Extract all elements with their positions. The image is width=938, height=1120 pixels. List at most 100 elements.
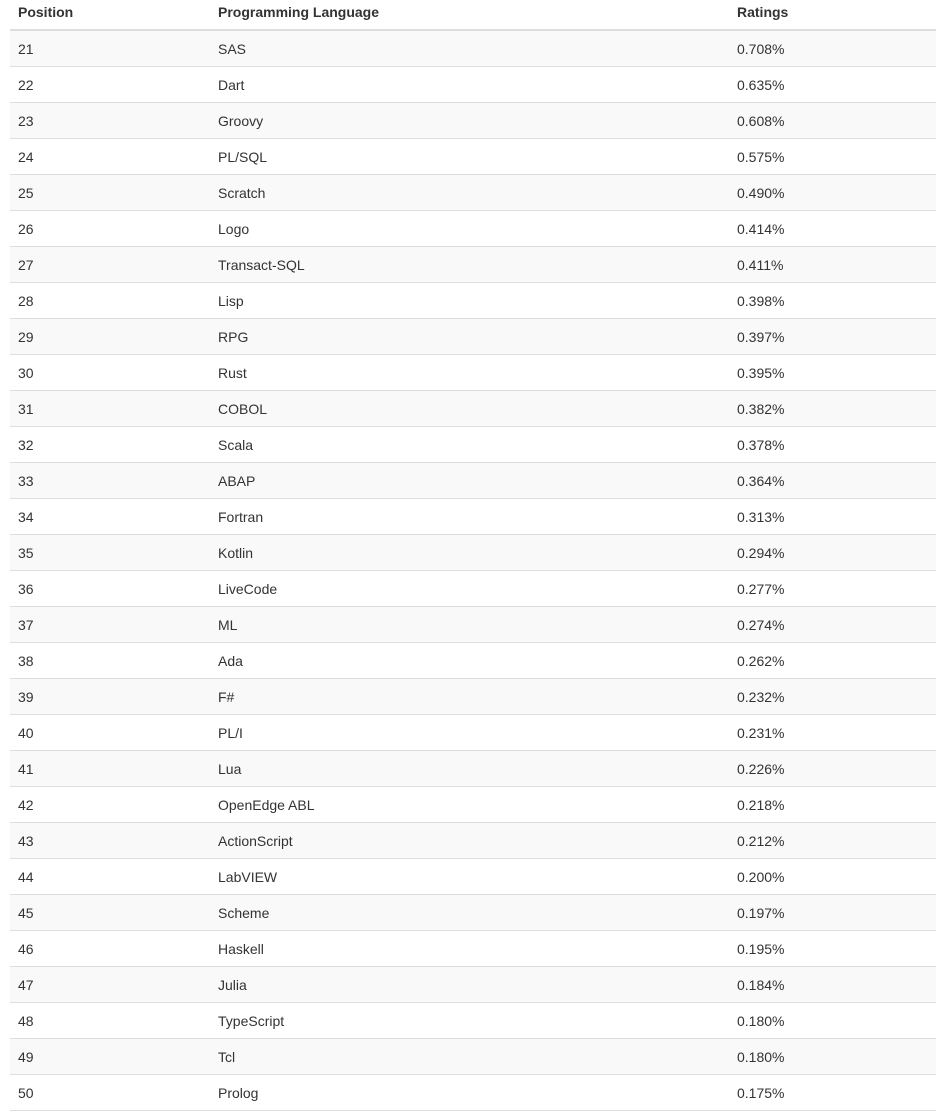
table-row: 36 LiveCode 0.277% xyxy=(10,570,936,607)
rating-cell: 0.232% xyxy=(729,678,936,715)
rating-cell: 0.414% xyxy=(729,210,936,247)
table-row: 46 Haskell 0.195% xyxy=(10,930,936,967)
language-cell: Rust xyxy=(210,354,729,391)
table-row: 41 Lua 0.226% xyxy=(10,750,936,787)
rating-cell: 0.231% xyxy=(729,714,936,751)
position-cell: 37 xyxy=(10,606,210,643)
rating-cell: 0.212% xyxy=(729,822,936,859)
position-cell: 40 xyxy=(10,714,210,751)
table-row: 44 LabVIEW 0.200% xyxy=(10,858,936,895)
position-cell: 35 xyxy=(10,534,210,571)
header-row: Position Programming Language Ratings xyxy=(10,0,936,31)
rating-cell: 0.184% xyxy=(729,966,936,1003)
language-cell: Lisp xyxy=(210,282,729,319)
table-row: 38 Ada 0.262% xyxy=(10,642,936,679)
table-row: 37 ML 0.274% xyxy=(10,606,936,643)
position-cell: 24 xyxy=(10,138,210,175)
table-row: 28 Lisp 0.398% xyxy=(10,282,936,319)
position-cell: 45 xyxy=(10,894,210,931)
table-row: 25 Scratch 0.490% xyxy=(10,174,936,211)
position-cell: 30 xyxy=(10,354,210,391)
language-cell: ActionScript xyxy=(210,822,729,859)
table-row: 26 Logo 0.414% xyxy=(10,210,936,247)
table-row: 50 Prolog 0.175% xyxy=(10,1074,936,1111)
table-row: 21 SAS 0.708% xyxy=(10,30,936,67)
table-row: 29 RPG 0.397% xyxy=(10,318,936,355)
ratings-table: Position Programming Language Ratings 21… xyxy=(10,0,936,1111)
rating-cell: 0.395% xyxy=(729,354,936,391)
rating-cell: 0.608% xyxy=(729,102,936,139)
rating-cell: 0.411% xyxy=(729,246,936,283)
language-cell: Tcl xyxy=(210,1038,729,1075)
rating-cell: 0.180% xyxy=(729,1002,936,1039)
rating-cell: 0.195% xyxy=(729,930,936,967)
rating-cell: 0.575% xyxy=(729,138,936,175)
table-row: 40 PL/I 0.231% xyxy=(10,714,936,751)
language-cell: LiveCode xyxy=(210,570,729,607)
language-cell: OpenEdge ABL xyxy=(210,786,729,823)
table-row: 49 Tcl 0.180% xyxy=(10,1038,936,1075)
position-cell: 25 xyxy=(10,174,210,211)
table-row: 31 COBOL 0.382% xyxy=(10,390,936,427)
table-row: 30 Rust 0.395% xyxy=(10,354,936,391)
position-cell: 22 xyxy=(10,66,210,103)
table-row: 34 Fortran 0.313% xyxy=(10,498,936,535)
rating-cell: 0.398% xyxy=(729,282,936,319)
language-cell: Dart xyxy=(210,66,729,103)
rating-cell: 0.397% xyxy=(729,318,936,355)
language-cell: Prolog xyxy=(210,1074,729,1111)
header-position: Position xyxy=(10,0,210,31)
rating-cell: 0.382% xyxy=(729,390,936,427)
position-cell: 50 xyxy=(10,1074,210,1111)
language-cell: LabVIEW xyxy=(210,858,729,895)
table-row: 45 Scheme 0.197% xyxy=(10,894,936,931)
position-cell: 39 xyxy=(10,678,210,715)
rating-cell: 0.378% xyxy=(729,426,936,463)
table-row: 22 Dart 0.635% xyxy=(10,66,936,103)
table-row: 24 PL/SQL 0.575% xyxy=(10,138,936,175)
language-cell: Logo xyxy=(210,210,729,247)
language-cell: Ada xyxy=(210,642,729,679)
position-cell: 33 xyxy=(10,462,210,499)
rating-cell: 0.197% xyxy=(729,894,936,931)
position-cell: 47 xyxy=(10,966,210,1003)
position-cell: 43 xyxy=(10,822,210,859)
position-cell: 32 xyxy=(10,426,210,463)
language-cell: Scheme xyxy=(210,894,729,931)
language-cell: Fortran xyxy=(210,498,729,535)
table-row: 42 OpenEdge ABL 0.218% xyxy=(10,786,936,823)
language-cell: ABAP xyxy=(210,462,729,499)
position-cell: 42 xyxy=(10,786,210,823)
table-row: 32 Scala 0.378% xyxy=(10,426,936,463)
table-row: 35 Kotlin 0.294% xyxy=(10,534,936,571)
header-language: Programming Language xyxy=(210,0,729,31)
position-cell: 27 xyxy=(10,246,210,283)
position-cell: 48 xyxy=(10,1002,210,1039)
position-cell: 21 xyxy=(18,40,34,57)
position-cell: 36 xyxy=(10,570,210,607)
position-cell: 38 xyxy=(10,642,210,679)
language-cell: Scratch xyxy=(210,174,729,211)
language-cell: F# xyxy=(210,678,729,715)
rating-cell: 0.635% xyxy=(729,66,936,103)
language-cell: PL/SQL xyxy=(210,138,729,175)
position-cell: 23 xyxy=(10,102,210,139)
rating-cell: 0.277% xyxy=(729,570,936,607)
table-header: Position Programming Language Ratings xyxy=(10,0,936,31)
table-row: 39 F# 0.232% xyxy=(10,678,936,715)
position-cell: 34 xyxy=(10,498,210,535)
language-cell: RPG xyxy=(210,318,729,355)
language-cell: Kotlin xyxy=(210,534,729,571)
table-row: 23 Groovy 0.608% xyxy=(10,102,936,139)
language-cell: Transact-SQL xyxy=(210,246,729,283)
table-body: 21 SAS 0.708% 22 Dart 0.635% 23 Groovy 0.608% 24 P… xyxy=(10,30,936,1111)
rating-cell: 0.708% xyxy=(737,40,785,57)
rating-cell: 0.262% xyxy=(729,642,936,679)
table-row: 33 ABAP 0.364% xyxy=(10,462,936,499)
position-cell: 31 xyxy=(10,390,210,427)
rating-cell: 0.200% xyxy=(729,858,936,895)
language-cell: Lua xyxy=(210,750,729,787)
table-row: 47 Julia 0.184% xyxy=(10,966,936,1003)
position-cell: 26 xyxy=(10,210,210,247)
rating-cell: 0.175% xyxy=(729,1074,936,1111)
